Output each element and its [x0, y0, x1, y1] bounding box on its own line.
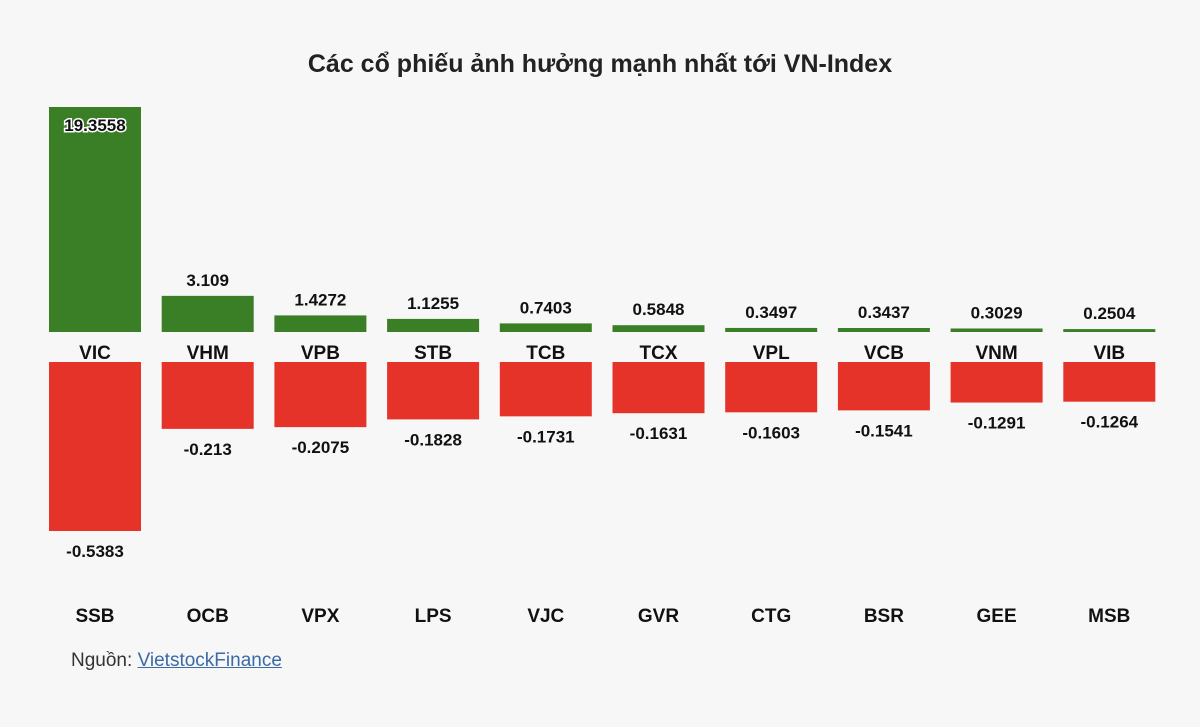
bar-negative-ocb	[161, 362, 254, 429]
bar-positive-vcb	[837, 328, 930, 332]
bar-negative-ctg	[725, 362, 818, 413]
ticker-label: MSB	[1088, 606, 1130, 627]
bar-positive-vpl	[725, 327, 818, 332]
bar-negative-lps	[387, 362, 480, 420]
bar-negative-vpx	[274, 362, 367, 428]
source-line: Nguồn: VietstockFinance	[71, 650, 282, 672]
value-label: 0.3437	[858, 303, 910, 322]
bar-positive-tcb	[499, 323, 592, 332]
ticker-label: VNM	[975, 343, 1017, 364]
bar-positive-tcx	[612, 325, 705, 332]
bar-positive-vnm	[950, 328, 1043, 332]
ticker-label: VIB	[1093, 343, 1125, 364]
ticker-label: GVR	[638, 606, 679, 627]
value-label: -0.1541	[855, 421, 913, 440]
value-label: -0.1291	[968, 414, 1026, 433]
bar-positive-vhm	[161, 295, 254, 332]
value-label: -0.213	[184, 440, 232, 459]
bar-positive-stb	[387, 318, 480, 332]
ticker-label: STB	[414, 343, 452, 364]
ticker-label: OCB	[187, 606, 229, 627]
value-label: -0.2075	[292, 438, 350, 457]
bar-negative-msb	[1063, 362, 1156, 402]
ticker-label: SSB	[75, 606, 114, 627]
value-label: -0.1828	[404, 430, 462, 449]
value-label: -0.1264	[1080, 413, 1138, 432]
bar-negative-vjc	[499, 362, 592, 417]
ticker-label: TCB	[526, 343, 565, 364]
bar-positive-vpb	[274, 315, 367, 332]
value-label: 19.3558	[64, 116, 125, 135]
value-label: 1.4272	[294, 290, 346, 309]
value-label: 0.2504	[1083, 304, 1136, 323]
bar-negative-gee	[950, 362, 1043, 403]
bar-negative-gvr	[612, 362, 705, 414]
value-label: 0.3497	[745, 303, 797, 322]
value-label: 0.3029	[971, 303, 1023, 322]
ticker-label: VPX	[301, 606, 339, 627]
value-label: 3.109	[186, 271, 229, 290]
bar-positive-vib	[1063, 329, 1156, 332]
ticker-label: VPL	[753, 343, 790, 364]
value-label: -0.5383	[66, 542, 124, 561]
source-prefix: Nguồn:	[71, 650, 133, 671]
value-label: 0.7403	[520, 298, 572, 317]
value-label: -0.1731	[517, 427, 575, 446]
ticker-label: VCB	[864, 343, 904, 364]
ticker-label: CTG	[751, 606, 791, 627]
ticker-label: VJC	[527, 606, 564, 627]
value-label: -0.1631	[630, 424, 688, 443]
value-label: 0.5848	[633, 300, 685, 319]
bar-negative-bsr	[837, 362, 930, 411]
ticker-label: BSR	[864, 606, 904, 627]
value-label: -0.1603	[742, 423, 800, 442]
bar-positive-vic	[49, 107, 141, 332]
chart-title: Các cổ phiếu ảnh hưởng mạnh nhất tới VN-…	[307, 50, 893, 78]
ticker-label: LPS	[415, 606, 452, 627]
ticker-label: GEE	[977, 606, 1017, 627]
ticker-label: VPB	[301, 343, 340, 364]
source-link[interactable]: VietstockFinance	[137, 650, 282, 671]
ticker-label: VIC	[79, 343, 111, 364]
ticker-label: VHM	[187, 343, 229, 364]
ticker-label: TCX	[640, 343, 678, 364]
value-label: 1.1255	[407, 294, 459, 313]
bar-negative-ssb	[49, 362, 141, 531]
